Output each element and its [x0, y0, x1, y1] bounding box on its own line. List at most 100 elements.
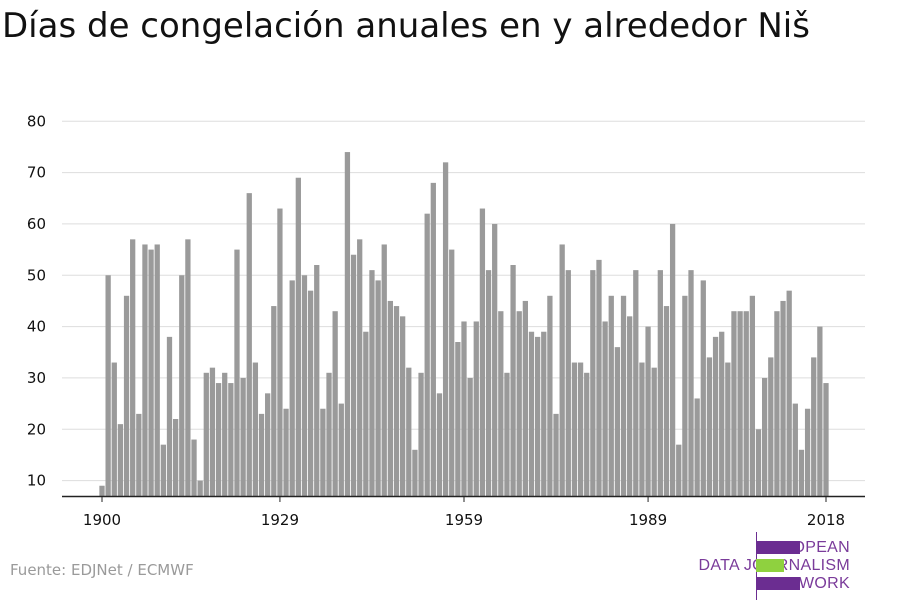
bar-1986: [627, 316, 633, 496]
bar-1916: [197, 480, 203, 496]
bar-1935: [314, 265, 320, 496]
bar-1933: [301, 275, 308, 496]
bar-1996: [688, 270, 694, 496]
bar-1978: [577, 362, 584, 496]
y-tick-label-70: 70: [27, 164, 46, 182]
bar-1928: [271, 306, 277, 496]
bar-1984: [614, 347, 621, 496]
x-tick-label-1929: 1929: [261, 511, 299, 529]
y-tick-label-10: 10: [27, 472, 46, 490]
x-tick-label-1989: 1989: [629, 511, 667, 529]
bar-1957: [449, 249, 455, 496]
bar-1949: [400, 316, 406, 496]
bar-1988: [639, 362, 645, 496]
bar-2006: [749, 295, 756, 496]
bar-1959: [461, 321, 467, 496]
bar-1914: [185, 239, 191, 497]
bar-1937: [326, 372, 332, 496]
bar-1903: [117, 424, 124, 496]
bar-1921: [228, 383, 234, 496]
bar-2003: [731, 311, 737, 496]
bar-1923: [240, 377, 246, 496]
bar-1979: [584, 372, 590, 496]
bar-1990: [651, 367, 657, 496]
bar-2010: [774, 311, 780, 496]
bar-1939: [338, 403, 344, 496]
bar-1948: [393, 306, 400, 496]
bar-1934: [307, 290, 314, 496]
bar-1900: [99, 485, 105, 496]
bar-1930: [283, 408, 289, 496]
bar-1961: [473, 321, 479, 496]
bar-1912: [172, 419, 179, 496]
bar-1917: [203, 372, 209, 496]
bar-1970: [528, 331, 535, 496]
bar-1946: [381, 244, 387, 496]
bar-1973: [547, 295, 553, 496]
bar-1993: [669, 223, 676, 496]
bar-1971: [534, 336, 541, 496]
bar-1907: [142, 244, 148, 496]
bar-2002: [725, 362, 731, 496]
bar-1920: [222, 372, 228, 496]
bar-1968: [516, 311, 522, 496]
y-axis-labels: 10 20 30 40 50 60 70 80: [27, 112, 46, 489]
bar-1969: [522, 300, 528, 496]
edjnet-logo: EUROPEAN DATA JOURNALISM NETWORK: [699, 532, 900, 600]
bar-1999: [706, 357, 713, 496]
bar-1980: [590, 270, 596, 496]
bar-1922: [234, 249, 240, 496]
bar-1991: [657, 270, 663, 496]
bar-1936: [320, 408, 326, 496]
bar-2008: [762, 377, 768, 496]
bar-2009: [768, 357, 774, 496]
bar-1938: [332, 311, 338, 496]
bar-1927: [265, 393, 271, 496]
bar-1950: [406, 367, 412, 496]
page-title: Días de congelación anuales en y alreded…: [2, 6, 810, 46]
bar-2007: [755, 429, 762, 496]
bar-2012: [786, 290, 792, 496]
bar-1966: [504, 372, 510, 496]
bar-1924: [246, 193, 252, 496]
bar-2016: [811, 357, 817, 496]
x-tick-label-1959: 1959: [445, 511, 483, 529]
y-tick-label-20: 20: [27, 420, 46, 438]
bar-1902: [111, 362, 117, 496]
bar-1956: [442, 162, 449, 497]
bar-1945: [375, 280, 381, 496]
bar-1919: [215, 383, 222, 496]
bar-1974: [553, 413, 559, 496]
bar-1972: [541, 331, 547, 496]
bar-2000: [712, 336, 719, 496]
bar-1963: [485, 270, 492, 496]
bar-1997: [694, 398, 700, 496]
bar-1929: [277, 208, 283, 497]
bar-1981: [596, 259, 602, 496]
bar-1965: [498, 311, 504, 496]
bar-1918: [209, 367, 216, 496]
y-tick-label-50: 50: [27, 266, 46, 284]
y-tick-label-30: 30: [27, 369, 46, 387]
bar-1967: [510, 265, 516, 496]
bar-1905: [130, 239, 136, 497]
bar-1910: [160, 444, 166, 496]
bar-1901: [105, 275, 111, 496]
bar-1932: [295, 177, 301, 496]
x-tick-label-1900: 1900: [83, 511, 121, 529]
x-axis-ticks: 1900 1929 1959 1989 2018: [83, 496, 845, 529]
bar-1941: [350, 254, 357, 496]
bar-1940: [344, 152, 351, 497]
bar-1951: [412, 449, 418, 496]
x-tick-label-2018: 2018: [807, 511, 845, 529]
bar-2001: [719, 331, 725, 496]
logo-bar-purple-top: [756, 541, 800, 554]
bars: [99, 152, 829, 497]
y-tick-label-80: 80: [27, 112, 46, 130]
bar-1958: [455, 342, 461, 496]
bar-2004: [737, 311, 743, 496]
source-note: Fuente: EDJNet / ECMWF: [10, 561, 194, 579]
bar-1925: [252, 362, 259, 496]
bar-1982: [602, 321, 608, 496]
bar-1942: [357, 239, 363, 497]
